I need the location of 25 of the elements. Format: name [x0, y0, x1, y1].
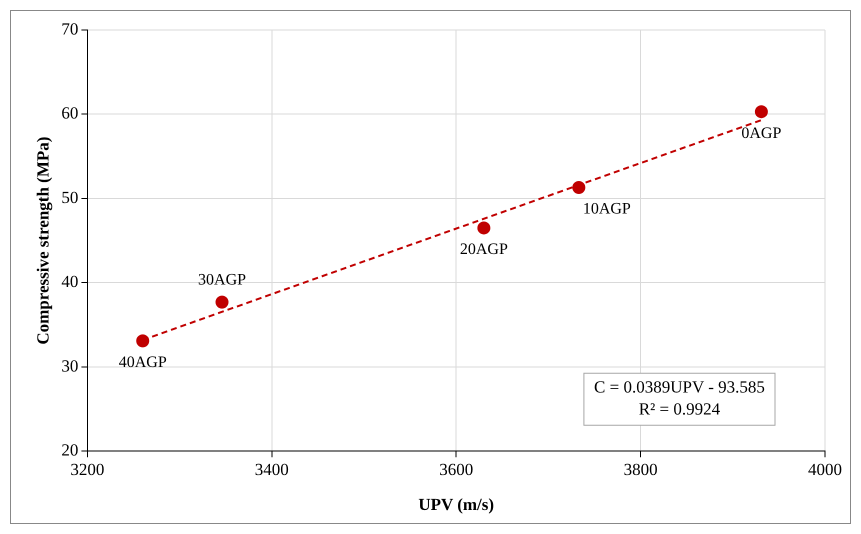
- point: [477, 221, 490, 234]
- x-tick-label: 3600: [439, 460, 474, 479]
- x-tick-label: 3400: [254, 460, 289, 479]
- y-axis-title: Compressive strength (MPa): [34, 136, 53, 345]
- point: [572, 181, 586, 194]
- x-axis-title: UPV (m/s): [418, 495, 494, 514]
- y-tick-label: 70: [61, 19, 78, 38]
- point: [136, 334, 150, 348]
- annotation: R² = 0.9924: [638, 400, 721, 419]
- y-tick-label: 20: [61, 440, 78, 460]
- annotation: 0AGP: [741, 124, 782, 142]
- x-tick-label: 3200: [70, 460, 104, 479]
- x-tick-label: 3800: [624, 460, 658, 479]
- annotation: C = 0.0389UPV - 93.585: [594, 378, 765, 397]
- annotation: 40AGP: [118, 354, 167, 372]
- annotation: 20AGP: [460, 241, 508, 258]
- x-tick-label: 4000: [808, 460, 842, 479]
- annotation: 30AGP: [198, 271, 246, 288]
- y-tick-label: 40: [61, 272, 78, 292]
- annotation: 10AGP: [582, 200, 631, 218]
- y-tick-label: 30: [61, 356, 78, 376]
- point: [216, 296, 229, 309]
- point: [754, 105, 768, 118]
- y-tick-label: 60: [61, 104, 78, 123]
- y-tick-label: 50: [61, 188, 78, 207]
